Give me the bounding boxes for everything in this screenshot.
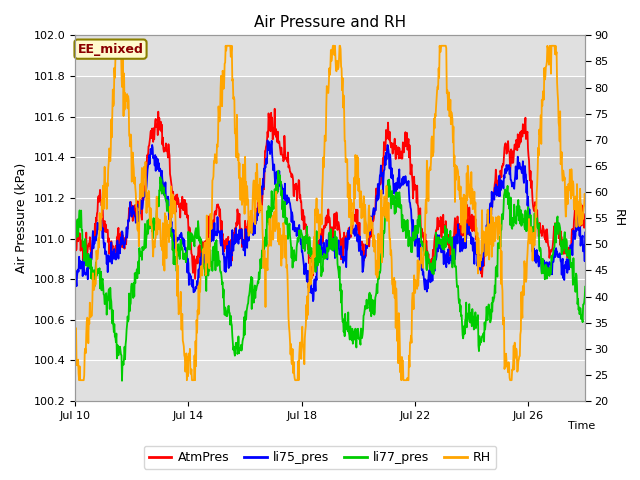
Title: Air Pressure and RH: Air Pressure and RH <box>254 15 406 30</box>
X-axis label: Time: Time <box>568 421 595 431</box>
Bar <box>75 76 585 330</box>
Text: EE_mixed: EE_mixed <box>77 43 143 56</box>
Y-axis label: RH: RH <box>612 209 625 227</box>
Legend: AtmPres, li75_pres, li77_pres, RH: AtmPres, li75_pres, li77_pres, RH <box>144 446 496 469</box>
Y-axis label: Air Pressure (kPa): Air Pressure (kPa) <box>15 163 28 273</box>
